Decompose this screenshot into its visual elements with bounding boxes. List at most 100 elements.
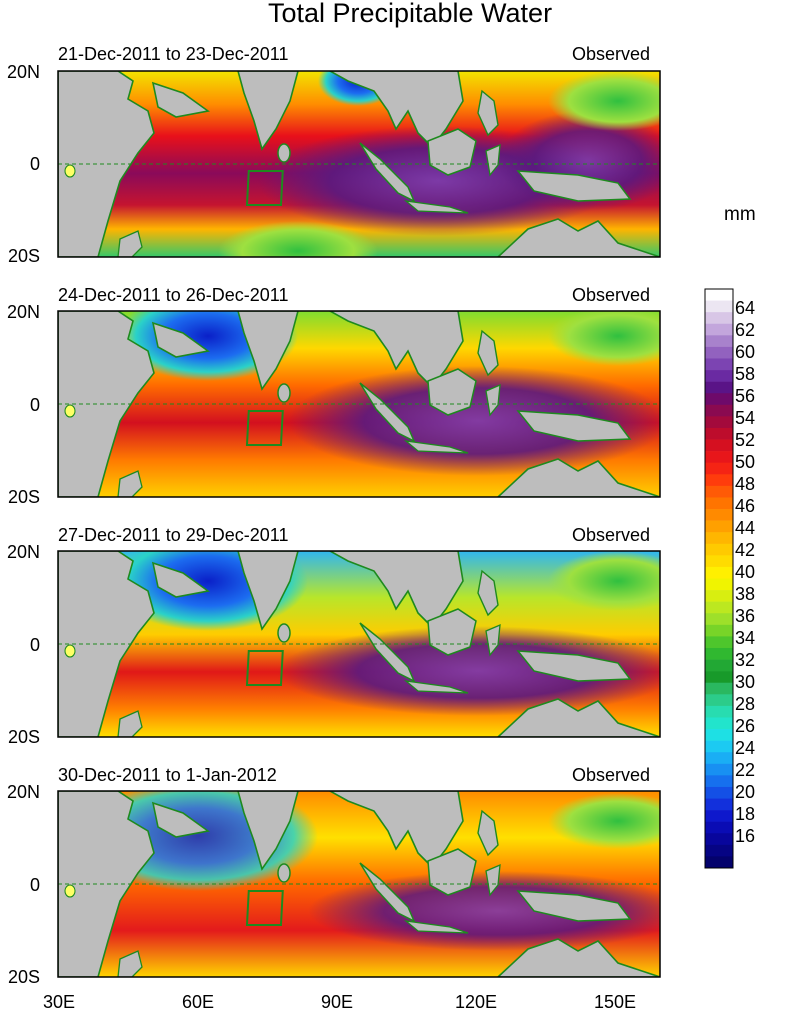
colorbar-tick-label: 18 — [735, 804, 756, 824]
colorbar-swatch — [705, 520, 733, 533]
colorbar-swatch — [705, 451, 733, 463]
colorbar-swatch — [705, 497, 733, 510]
colorbar-swatch — [705, 647, 733, 660]
lon-60e: 60E — [181, 992, 215, 1012]
colorbar-swatch — [705, 393, 733, 406]
colorbar-tick-label: 58 — [735, 364, 756, 384]
panel-4-lat-0: 0 — [29, 875, 40, 895]
colorbar-tick-label: 20 — [735, 782, 756, 802]
colorbar-swatch — [705, 694, 733, 707]
colorbar-swatch — [705, 624, 733, 637]
colorbar-tick-label: 46 — [735, 496, 756, 516]
colorbar-swatch — [705, 856, 733, 869]
colorbar-tick-label: 60 — [735, 342, 756, 362]
panel-3-date: 27-Dec-2011 to 29-Dec-2011 — [58, 525, 289, 545]
colorbar — [704, 288, 734, 869]
lon-30e: 30E — [42, 992, 76, 1012]
colorbar-swatch — [705, 659, 733, 672]
colorbar-swatch — [705, 300, 733, 313]
panel-3-lat-20n: 20N — [6, 542, 40, 562]
colorbar-swatch — [705, 682, 733, 695]
colorbar-tick-label: 32 — [735, 650, 756, 670]
panel-2-lat-20n: 20N — [6, 302, 40, 322]
colorbar-swatch — [705, 474, 733, 487]
colorbar-swatch — [705, 729, 733, 741]
colorbar-swatch — [705, 312, 733, 325]
colorbar-swatch — [705, 427, 733, 440]
colorbar-swatch — [705, 786, 733, 799]
panel-1-lat-0: 0 — [29, 154, 40, 174]
colorbar-swatch — [705, 613, 733, 626]
colorbar-tick-label: 42 — [735, 540, 756, 560]
colorbar-swatch — [705, 705, 733, 718]
colorbar-swatch — [705, 543, 733, 556]
colorbar-tick-label: 52 — [735, 430, 756, 450]
colorbar-swatch — [705, 532, 733, 545]
colorbar-swatch — [705, 381, 733, 394]
panel-1-lat-20s: 20S — [7, 246, 40, 266]
panel-1-lat-20n: 20N — [6, 62, 40, 82]
colorbar-swatch — [705, 358, 733, 371]
colorbar-tick-label: 34 — [735, 628, 756, 648]
colorbar-unit: mm — [724, 204, 756, 225]
colorbar-swatch — [705, 485, 733, 498]
colorbar-tick-label: 16 — [735, 826, 756, 846]
colorbar-swatch — [705, 370, 733, 382]
colorbar-tick-label: 38 — [735, 584, 756, 604]
colorbar-swatch — [705, 590, 733, 602]
colorbar-swatch — [705, 833, 733, 846]
colorbar-tick-label: 28 — [735, 694, 756, 714]
colorbar-swatch — [705, 555, 733, 568]
colorbar-swatch — [705, 671, 733, 684]
panel-2-lat-20s: 20S — [7, 487, 40, 507]
panel-3-lat-20s: 20S — [7, 727, 40, 747]
lon-150e: 150E — [593, 992, 637, 1012]
panel-2-map — [57, 310, 661, 498]
colorbar-tick-label: 22 — [735, 760, 756, 780]
colorbar-swatch — [705, 323, 733, 336]
colorbar-swatch — [705, 416, 733, 429]
colorbar-swatch — [705, 752, 733, 765]
colorbar-swatch — [705, 335, 733, 348]
colorbar-tick-label: 56 — [735, 386, 756, 406]
colorbar-tick-label: 40 — [735, 562, 756, 582]
panel-4-lat-20s: 20S — [7, 967, 40, 987]
panel-1-status: Observed — [572, 44, 651, 64]
panel-3-status: Observed — [572, 525, 651, 545]
colorbar-swatch — [705, 636, 733, 649]
panel-2-lat-0: 0 — [29, 395, 40, 415]
panel-4-lat-20n: 20N — [6, 782, 40, 802]
colorbar-swatch — [705, 740, 733, 753]
colorbar-frame — [704, 288, 734, 869]
colorbar-tick-label: 44 — [735, 518, 756, 538]
colorbar-swatch — [705, 289, 733, 301]
colorbar-swatch — [705, 566, 733, 579]
panel-3-map — [57, 550, 661, 738]
colorbar-swatch — [705, 439, 733, 452]
panel-3-lat-0: 0 — [29, 635, 40, 655]
colorbar-tick-label: 64 — [735, 298, 756, 318]
colorbar-swatch — [705, 763, 733, 776]
colorbar-swatch — [705, 810, 733, 822]
colorbar-tick-label: 48 — [735, 474, 756, 494]
colorbar-swatch — [705, 404, 733, 417]
colorbar-swatch — [705, 462, 733, 475]
panel-2-date: 24-Dec-2011 to 26-Dec-2011 — [58, 285, 289, 305]
colorbar-tick-label: 54 — [735, 408, 756, 428]
colorbar-swatch — [705, 578, 733, 591]
panel-1-map — [57, 70, 661, 258]
colorbar-swatch — [705, 821, 733, 834]
colorbar-swatch — [705, 844, 733, 857]
colorbar-swatch — [705, 601, 733, 614]
colorbar-tick-label: 36 — [735, 606, 756, 626]
colorbar-tick-label: 30 — [735, 672, 756, 692]
panel-4-map — [57, 790, 661, 978]
panel-1-date: 21-Dec-2011 to 23-Dec-2011 — [58, 44, 289, 64]
panel-4-date: 30-Dec-2011 to 1-Jan-2012 — [58, 765, 277, 785]
figure-title: Total Precipitable Water — [267, 0, 553, 28]
colorbar-tick-label: 26 — [735, 716, 756, 736]
panel-4-status: Observed — [572, 765, 651, 785]
colorbar-swatch — [705, 509, 733, 521]
colorbar-tick-label: 50 — [735, 452, 756, 472]
